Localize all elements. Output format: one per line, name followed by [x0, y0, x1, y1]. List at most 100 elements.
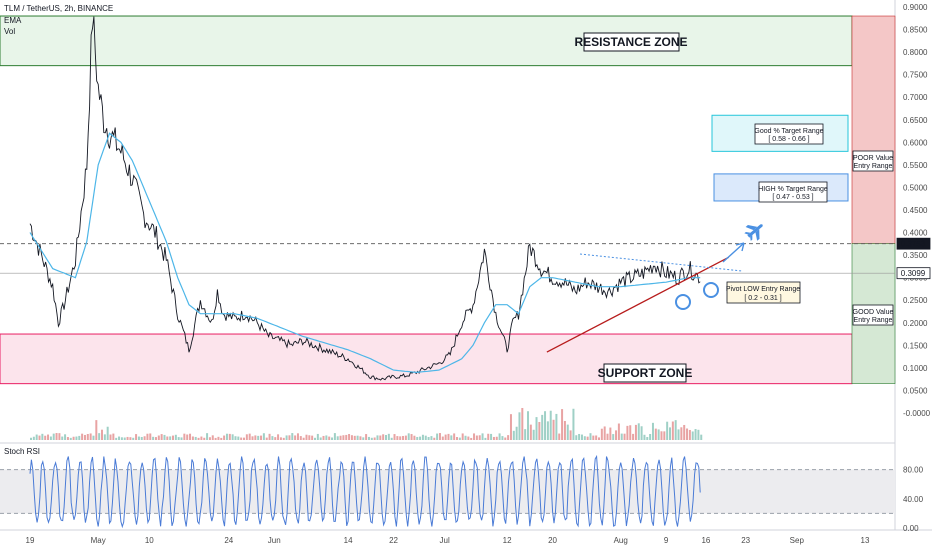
volume-bar — [294, 435, 297, 440]
volume-bar — [234, 436, 237, 440]
volume-bar — [470, 437, 473, 440]
volume-bar — [302, 437, 305, 440]
volume-bar — [140, 436, 143, 440]
time-tick-label: 13 — [861, 536, 870, 545]
price-tick-label: 0.4500 — [903, 206, 928, 215]
price-tag-current-bg — [896, 267, 931, 280]
volume-bar — [671, 421, 674, 440]
price-tick-label: -0.0000 — [903, 409, 931, 418]
volume-bar — [393, 434, 396, 440]
volume-bar — [484, 437, 487, 440]
volume-bar — [544, 411, 547, 440]
volume-bar — [200, 436, 203, 440]
volume-bar — [541, 414, 544, 440]
volume-bar — [424, 435, 427, 440]
time-axis[interactable]: 19 May 10 24 Jun 14 22 Jul 12 20 Aug 9 16 23 Sep 13 — [26, 536, 870, 545]
time-tick-label: Jun — [268, 536, 281, 545]
volume-bar — [592, 435, 595, 440]
volume-bar — [109, 434, 112, 440]
volume-bar — [83, 434, 86, 440]
stoch-legend: Stoch RSI — [4, 447, 40, 456]
breakout-arrow — [722, 242, 745, 263]
price-tag-current: 0.3099 — [896, 267, 931, 280]
volume-bar — [569, 430, 572, 440]
volume-bar — [583, 436, 586, 440]
volume-bar — [433, 437, 436, 440]
time-tick-label: 12 — [503, 536, 512, 545]
annotation-layer: RESISTANCE ZONE SUPPORT ZONE Good % Targ… — [574, 32, 894, 383]
good-entry-label-line2: Entry Range — [854, 317, 893, 324]
high-target-label-box — [758, 181, 828, 203]
poor-entry-label-box — [852, 150, 894, 172]
volume-bar — [467, 436, 470, 440]
volume-bar — [527, 411, 529, 440]
volume-bar — [342, 435, 345, 440]
volume-bar — [680, 427, 683, 440]
volume-bar — [191, 436, 194, 440]
volume-bar — [657, 429, 660, 440]
stoch-axis: 80.00 40.00 0.00 — [903, 466, 924, 533]
volume-bar — [163, 434, 166, 440]
volume-bar — [86, 433, 89, 440]
volume-bar — [694, 429, 697, 440]
volume-bar — [328, 436, 331, 440]
price-tick-label: 0.3500 — [903, 251, 928, 260]
volume-bar — [669, 427, 671, 440]
price-axis[interactable]: 0.9000 0.8500 0.8000 0.7500 0.7000 0.6500 0.60… — [903, 3, 931, 418]
volume-bar — [549, 410, 552, 440]
volume-bar — [407, 433, 410, 440]
price-tick-label: 0.2500 — [903, 296, 928, 305]
breakout-arrow-head — [735, 242, 745, 252]
volume-bar — [436, 433, 439, 440]
price-tick-label: 0.2000 — [903, 319, 928, 328]
volume-bar — [492, 436, 495, 440]
volume-bar — [441, 436, 444, 440]
volume-bar — [504, 437, 507, 440]
volume-bar — [617, 423, 620, 440]
volume-bar — [69, 437, 72, 440]
good-target-label-line1: Good % Target Range — [754, 128, 823, 135]
volume-bar — [561, 409, 564, 440]
volume-bar — [336, 436, 339, 440]
high-target-label-line1: HIGH % Target Range — [758, 186, 828, 193]
volume-bar — [532, 429, 535, 440]
volume-bar — [146, 433, 149, 440]
volume-bar — [274, 437, 277, 440]
stoch-rsi-panel — [0, 454, 895, 529]
volume-bar — [464, 435, 467, 440]
volume-bar — [700, 434, 703, 440]
volume-bar — [203, 437, 206, 440]
volume-bar — [558, 433, 561, 440]
volume-bar — [95, 420, 98, 440]
volume-bar — [149, 433, 152, 440]
volume-bar — [515, 426, 518, 440]
volume-bar — [478, 435, 481, 440]
volume-bar — [529, 424, 532, 440]
volume-bar — [137, 436, 140, 440]
volume-bar — [120, 437, 123, 440]
volume-bar — [572, 408, 575, 440]
volume-bar — [637, 423, 640, 440]
volume-bar — [186, 434, 189, 440]
volume-bar — [101, 429, 103, 440]
volume-bar — [206, 433, 209, 440]
volume-bar — [285, 435, 288, 440]
volume-bar — [651, 422, 654, 440]
price-tick-label: 0.5000 — [903, 183, 928, 192]
volume-bar — [291, 433, 294, 440]
volume-bar — [30, 437, 32, 440]
volume-bar — [288, 435, 291, 440]
ascending-trend-line — [546, 256, 729, 353]
volume-bar — [578, 433, 581, 440]
volume-bar — [172, 435, 174, 440]
price-tag-dashed-text: 0.3753 — [901, 240, 926, 249]
volume-bar — [112, 433, 115, 440]
stoch-tick-label: 40.00 — [903, 495, 924, 504]
volume-bar — [598, 437, 600, 440]
volume-bar — [260, 435, 263, 440]
price-tick-label: 0.4000 — [903, 229, 928, 238]
volume-bar — [379, 435, 382, 440]
stoch-tick-label: 80.00 — [903, 466, 924, 475]
volume-bar — [243, 437, 245, 440]
